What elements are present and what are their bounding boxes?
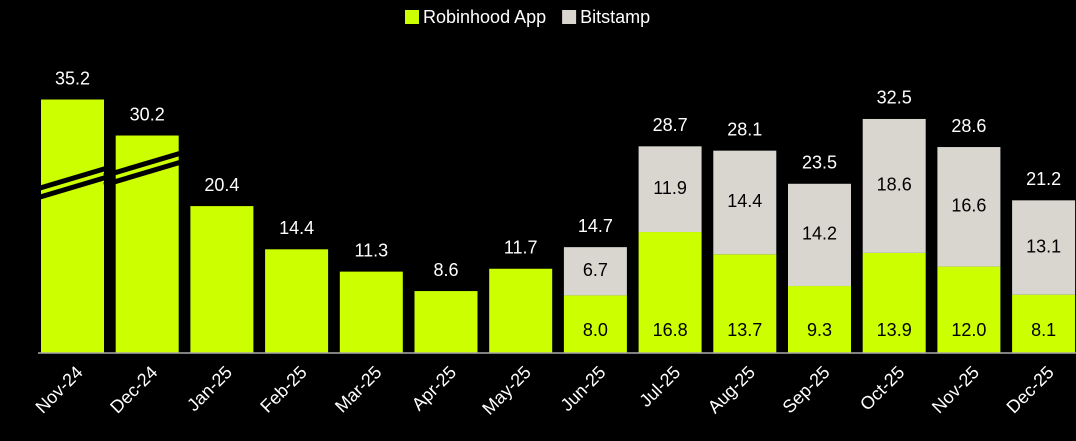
x-tick-label: Jun-25 bbox=[557, 362, 610, 415]
segment-label: 13.7 bbox=[727, 320, 762, 340]
total-label: 28.1 bbox=[727, 119, 762, 139]
bar-segment bbox=[190, 206, 254, 353]
total-label: 21.2 bbox=[1026, 169, 1061, 189]
value-label: 20.4 bbox=[204, 175, 239, 195]
x-tick-label: Dec-25 bbox=[1003, 362, 1058, 417]
bar-segment bbox=[414, 291, 478, 353]
segment-label: 8.0 bbox=[583, 320, 608, 340]
segment-label: 14.4 bbox=[727, 191, 762, 211]
bar-segment bbox=[563, 247, 627, 296]
segment-label: 6.7 bbox=[583, 260, 608, 280]
x-tick-label: Feb-25 bbox=[256, 362, 310, 416]
x-tick-label: Dec-24 bbox=[106, 362, 161, 417]
bar-segment bbox=[713, 150, 777, 255]
x-tick-label: Aug-25 bbox=[704, 362, 759, 417]
bar-segment bbox=[41, 99, 104, 354]
legend: Robinhood App Bitstamp bbox=[405, 7, 650, 27]
segment-label: 13.1 bbox=[1026, 236, 1061, 256]
total-label: 28.7 bbox=[653, 115, 688, 135]
total-label: 14.7 bbox=[578, 216, 613, 236]
legend-swatch bbox=[562, 10, 577, 24]
plot: 35.2 Nov-24 30.2 Dec-24 20.4 Jan-25 14.4 Feb-25… bbox=[32, 68, 1076, 419]
legend-label: Robinhood App bbox=[423, 7, 546, 27]
segment-label: 16.8 bbox=[653, 320, 688, 340]
x-tick-label: Oct-25 bbox=[856, 362, 908, 414]
bar-segment bbox=[339, 271, 403, 353]
x-tick-label: Mar-25 bbox=[331, 362, 385, 416]
x-tick-label: Nov-24 bbox=[32, 362, 87, 417]
bar-segment bbox=[788, 183, 851, 287]
bar-segment bbox=[937, 266, 1001, 353]
segment-label: 9.3 bbox=[807, 320, 832, 340]
segment-label: 18.6 bbox=[877, 175, 912, 195]
x-tick-label: Jul-25 bbox=[635, 362, 684, 411]
bar-segment bbox=[489, 268, 553, 353]
value-label: 30.2 bbox=[130, 104, 165, 124]
x-tick-label: Sep-25 bbox=[778, 362, 833, 417]
break-mark bbox=[103, 148, 189, 179]
value-label: 11.7 bbox=[504, 237, 538, 257]
legend-label: Bitstamp bbox=[580, 7, 650, 27]
segment-label: 16.6 bbox=[951, 196, 986, 216]
x-tick-label: Nov-25 bbox=[928, 362, 983, 417]
bar-segment bbox=[788, 286, 851, 353]
segment-label: 8.1 bbox=[1031, 320, 1056, 340]
bar-segment bbox=[563, 295, 627, 353]
x-tick-label: May-25 bbox=[478, 362, 535, 419]
break-mark bbox=[29, 163, 115, 194]
segment-label: 14.2 bbox=[802, 224, 837, 244]
bar-segment bbox=[1012, 200, 1076, 295]
total-label: 28.6 bbox=[951, 116, 986, 136]
bar-segment bbox=[265, 249, 329, 353]
bar-segment bbox=[638, 232, 702, 353]
segment-label: 13.9 bbox=[877, 320, 912, 340]
segment-label: 12.0 bbox=[951, 320, 986, 340]
x-tick-label: Apr-25 bbox=[408, 362, 460, 414]
segment-label: 11.9 bbox=[653, 178, 687, 198]
total-label: 32.5 bbox=[877, 88, 912, 108]
x-tick-label: Jan-25 bbox=[183, 362, 236, 415]
axis-breaks bbox=[29, 148, 189, 203]
bar-segment bbox=[862, 118, 926, 253]
bar-segment bbox=[713, 254, 777, 353]
value-label: 11.3 bbox=[354, 240, 388, 260]
bar-segment bbox=[937, 147, 1001, 267]
value-label: 8.6 bbox=[433, 260, 458, 280]
bar-segment bbox=[862, 252, 926, 353]
break-mark bbox=[103, 157, 189, 188]
bar-segment bbox=[638, 146, 702, 233]
value-label: 14.4 bbox=[279, 218, 314, 238]
value-label: 35.2 bbox=[55, 68, 90, 88]
total-label: 23.5 bbox=[802, 153, 837, 173]
break-mark bbox=[29, 172, 115, 203]
legend-swatch bbox=[405, 10, 419, 24]
bar-segment bbox=[1012, 294, 1076, 353]
